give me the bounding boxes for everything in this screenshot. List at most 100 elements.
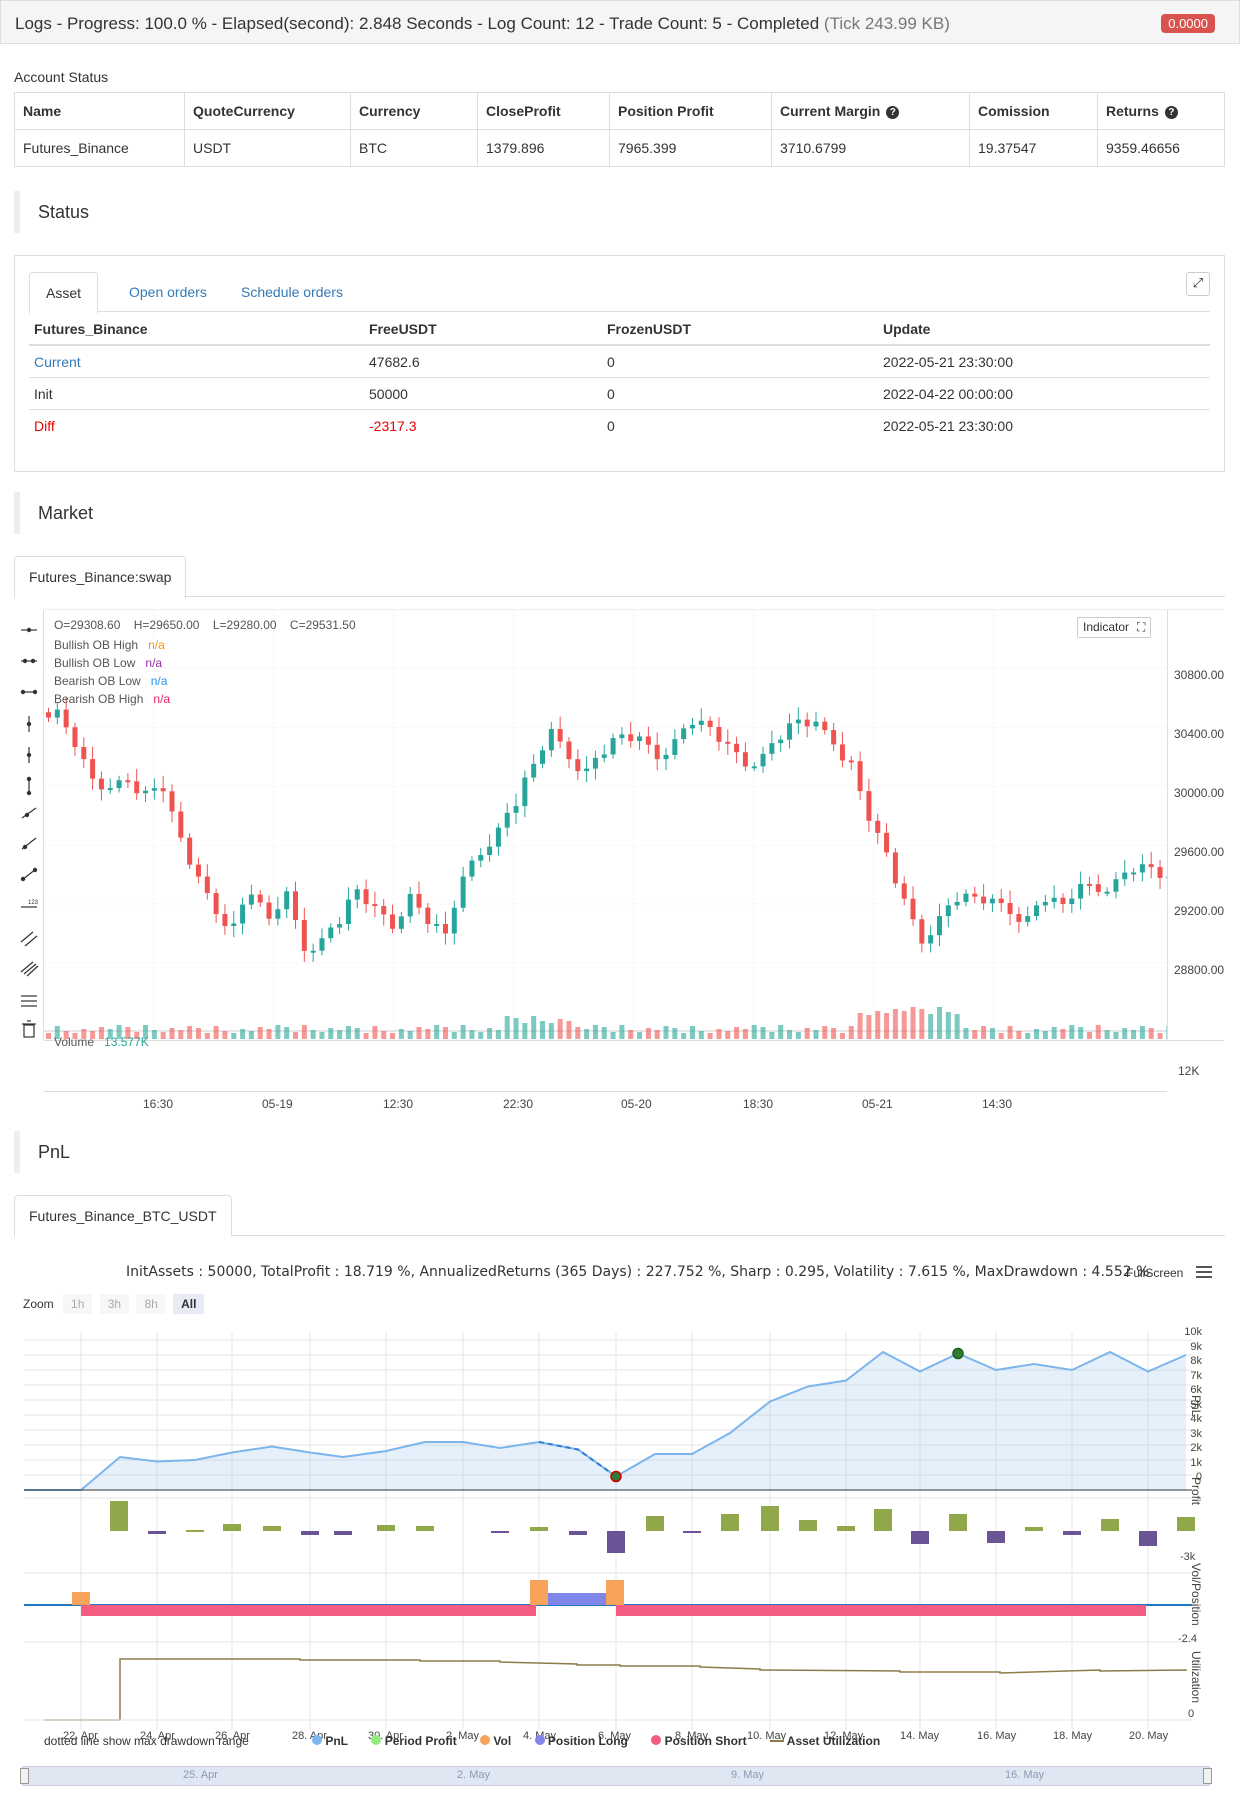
candle-body xyxy=(240,904,246,924)
zoom-all-button[interactable]: All xyxy=(173,1294,205,1314)
tab-open-orders[interactable]: Open orders xyxy=(129,284,207,300)
extended-line-tool-icon[interactable] xyxy=(20,689,38,695)
pnl-summary: InitAssets : 50000, TotalProfit : 18.719… xyxy=(126,1264,1150,1280)
fullscreen-icon[interactable]: ⛶ xyxy=(1137,620,1146,634)
volume-bar xyxy=(857,1013,863,1039)
y-tick: 10k xyxy=(1184,1326,1202,1338)
candle-body xyxy=(751,766,757,769)
candlestick-chart[interactable] xyxy=(43,610,1225,1090)
price-label-tool-icon[interactable]: 123 xyxy=(21,900,39,908)
section-title: PnL xyxy=(38,1142,71,1162)
volume-bar xyxy=(813,1030,819,1039)
profit-bar xyxy=(949,1514,967,1531)
volume-bar xyxy=(989,1028,995,1039)
trend-line-tool-icon[interactable] xyxy=(21,807,37,819)
volume-bar xyxy=(848,1026,854,1039)
candle-body xyxy=(910,898,916,920)
horizontal-ray-tool-icon[interactable] xyxy=(21,658,37,664)
date-tick: 14. May xyxy=(900,1730,940,1742)
pitchfork-tool-icon[interactable] xyxy=(20,961,39,977)
indicator-button[interactable]: Indicator ⛶ xyxy=(1077,617,1152,638)
candle-body xyxy=(90,759,96,779)
legend-name: Bearish OB Low xyxy=(54,674,141,688)
profit-bar xyxy=(569,1531,587,1535)
candle-body xyxy=(813,721,819,727)
legend-dot xyxy=(312,1735,322,1745)
volume-bar xyxy=(610,1032,616,1039)
volume-bar xyxy=(1016,1031,1022,1039)
volume-bar xyxy=(689,1026,695,1039)
question-icon[interactable]: ? xyxy=(886,106,900,119)
table-cell: 1379.896 xyxy=(477,129,610,167)
date-tick: 24. Apr xyxy=(140,1730,175,1742)
price-tick: 28800.00 xyxy=(1174,963,1225,977)
table-cell: BTC xyxy=(350,129,478,167)
volume-bar xyxy=(257,1027,263,1039)
volume-bar xyxy=(557,1019,563,1039)
volume-bar xyxy=(998,1033,1004,1039)
volume-bar xyxy=(204,1033,210,1039)
volume-bar xyxy=(81,1029,87,1039)
column-header: Futures_Binance xyxy=(29,313,364,346)
navigator-left-handle[interactable] xyxy=(20,1768,29,1784)
volume-bar xyxy=(90,1031,96,1039)
legend-item-position-long[interactable]: Position Long xyxy=(534,1734,628,1748)
tab-market-swap[interactable]: Futures_Binance:swap xyxy=(14,556,187,598)
legend-item-period-profit[interactable]: Period Profit xyxy=(371,1734,457,1748)
volume-bar xyxy=(248,1031,254,1039)
vertical-ray-tool-icon[interactable] xyxy=(26,747,32,763)
zoom-8h-button[interactable]: 8h xyxy=(136,1294,166,1314)
candle-body xyxy=(363,889,369,905)
y-tick: 3k xyxy=(1190,1427,1202,1440)
parallel-channel-tool-icon[interactable] xyxy=(20,931,38,947)
candle-body xyxy=(478,855,484,861)
tab-asset[interactable]: Asset xyxy=(29,272,99,314)
column-header: FreeUSDT xyxy=(364,313,602,346)
volume-bar xyxy=(725,1031,731,1039)
zoom-3h-button[interactable]: 3h xyxy=(99,1294,130,1314)
table-cell: 3710.6799 xyxy=(771,129,970,167)
price-tick: 30800.00 xyxy=(1174,668,1225,682)
legend-item-pnl[interactable]: PnL xyxy=(312,1734,348,1748)
volume-bar xyxy=(451,1032,457,1039)
row-label-current[interactable]: Current xyxy=(29,344,364,378)
candle-body xyxy=(1166,876,1172,879)
candle-body xyxy=(804,719,810,727)
horizontal-line-tool-icon[interactable] xyxy=(21,627,37,633)
tab-schedule-orders[interactable]: Schedule orders xyxy=(241,284,343,300)
segment-tool-icon[interactable] xyxy=(20,867,38,882)
menu-icon[interactable] xyxy=(1196,1263,1212,1281)
candle-body xyxy=(151,788,157,791)
candle-body xyxy=(654,744,660,760)
tab-pnl-symbol[interactable]: Futures_Binance_BTC_USDT xyxy=(14,1195,232,1237)
column-header: Comission xyxy=(969,92,1098,130)
legend-item-vol[interactable]: Vol xyxy=(480,1734,511,1748)
expand-icon[interactable]: ⤢ xyxy=(1186,272,1210,296)
zoom-1h-button[interactable]: 1h xyxy=(63,1294,93,1314)
legend-item-position-short[interactable]: Position Short xyxy=(651,1734,747,1748)
legend-item-asset-utilization[interactable]: Asset Utilization xyxy=(769,1734,880,1748)
volume-bar xyxy=(478,1032,484,1039)
fib-retracement-tool-icon[interactable] xyxy=(21,995,37,1007)
y-tick: 4k xyxy=(1190,1413,1202,1425)
volume-bar xyxy=(963,1028,969,1039)
ray-tool-icon[interactable] xyxy=(21,837,37,850)
pnl-chart[interactable] xyxy=(0,1320,1245,1796)
profit-bar xyxy=(491,1531,509,1533)
candle-body xyxy=(619,734,625,739)
vertical-line-tool-icon[interactable] xyxy=(26,716,32,732)
vertical-segment-tool-icon[interactable] xyxy=(26,776,32,796)
profit-bar xyxy=(1177,1517,1195,1531)
question-icon[interactable]: ? xyxy=(1164,106,1178,119)
column-header: FrozenUSDT xyxy=(602,313,878,346)
legend-dot xyxy=(371,1735,382,1745)
table-cell: Futures_Binance xyxy=(14,129,185,167)
volume-bar xyxy=(628,1030,634,1039)
navigator-right-handle[interactable] xyxy=(1203,1768,1212,1784)
navigator-bar[interactable]: 25. Apr 2. May 9. May 16. May xyxy=(20,1766,1212,1786)
profit-tick: -3k xyxy=(1180,1551,1196,1563)
volume-bar xyxy=(240,1029,246,1039)
volume-bar xyxy=(1104,1030,1110,1039)
fullscreen-button[interactable]: FullScreen xyxy=(1126,1266,1184,1280)
trash-icon[interactable] xyxy=(22,1020,36,1038)
